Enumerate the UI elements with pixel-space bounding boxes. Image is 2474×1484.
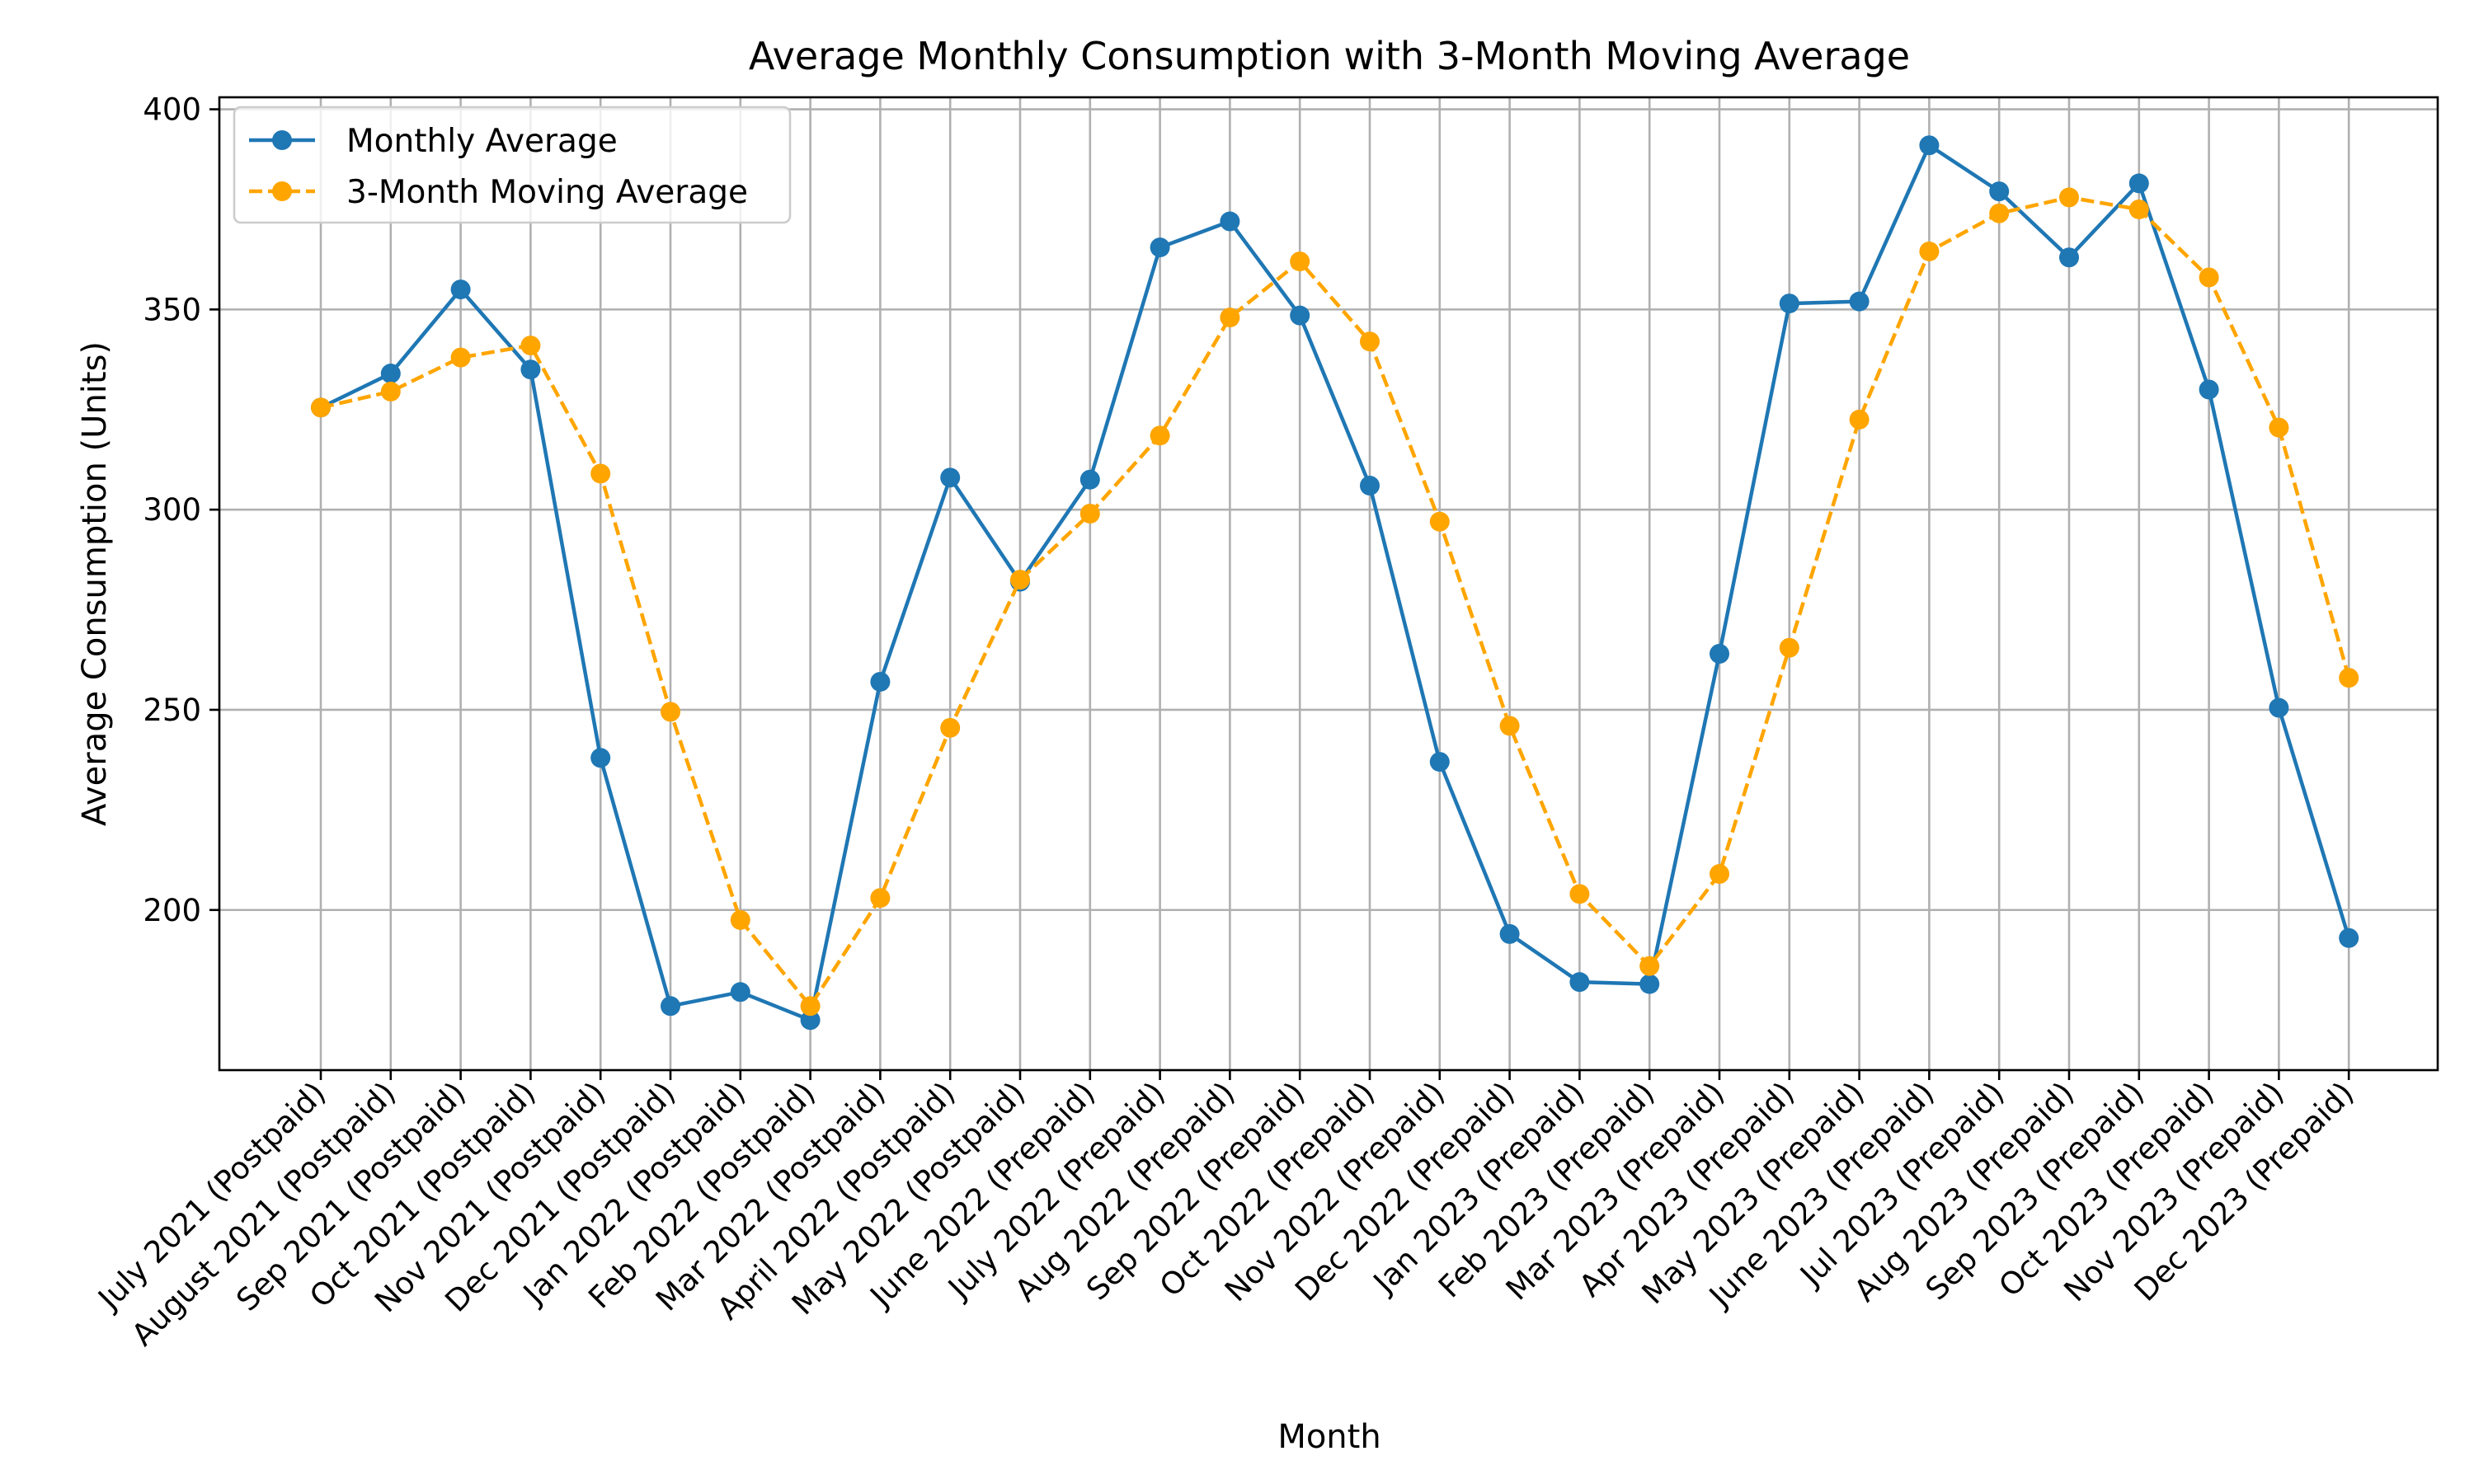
y-tick-label: 300: [143, 492, 201, 528]
x-tick-label: August 2021 (Postpaid): [125, 1075, 402, 1353]
data-point-monthly-average: [2339, 928, 2359, 948]
chart-title: Average Monthly Consumption with 3-Month…: [749, 34, 1910, 78]
series-line-monthly-average: [320, 143, 2351, 1022]
data-point-moving-average: [1429, 511, 1450, 532]
data-point-moving-average: [1499, 716, 1520, 736]
data-point-moving-average: [311, 397, 331, 418]
data-point-moving-average: [2059, 187, 2079, 208]
data-point-monthly-average: [661, 996, 680, 1017]
data-point-moving-average: [1360, 331, 1380, 352]
data-point-moving-average: [380, 381, 401, 402]
plot-frame: [218, 96, 2439, 1072]
data-point-moving-average: [1919, 241, 1940, 261]
data-point-monthly-average: [800, 1010, 821, 1031]
data-point-monthly-average: [1079, 469, 1100, 490]
data-point-moving-average: [1010, 570, 1030, 590]
data-point-moving-average: [1710, 864, 1729, 885]
y-axis-ticks: 200 250 300 350 400: [143, 92, 219, 928]
data-point-monthly-average: [590, 748, 611, 768]
data-point-monthly-average: [2059, 247, 2079, 268]
data-point-monthly-average: [1499, 923, 1520, 944]
data-point-moving-average: [1569, 884, 1590, 904]
data-point-moving-average: [520, 336, 541, 356]
data-point-monthly-average: [940, 467, 961, 488]
data-point-monthly-average: [2128, 173, 2149, 194]
data-point-monthly-average: [1150, 237, 1170, 258]
x-axis-label: Month: [1277, 1418, 1380, 1456]
data-point-monthly-average: [1989, 181, 2010, 202]
data-point-monthly-average: [1779, 294, 1799, 314]
legend: Monthly Average 3-Month Moving Average: [233, 106, 792, 224]
data-point-monthly-average: [1290, 305, 1310, 326]
y-tick-label: 250: [143, 693, 201, 728]
data-point-monthly-average: [2199, 379, 2219, 400]
data-point-monthly-average: [870, 671, 891, 692]
y-tick-label: 200: [143, 893, 201, 928]
data-point-monthly-average: [1639, 974, 1660, 994]
data-point-moving-average: [1220, 308, 1240, 328]
data-point-moving-average: [870, 888, 891, 909]
data-point-moving-average: [2128, 199, 2149, 219]
data-point-moving-average: [590, 463, 611, 484]
data-point-moving-average: [1989, 203, 2010, 223]
legend-swatch-monthly-marker: [272, 130, 292, 150]
data-point-monthly-average: [450, 279, 471, 300]
grid-lines: [219, 97, 2438, 1070]
data-point-moving-average: [450, 347, 471, 368]
data-point-monthly-average: [730, 982, 750, 1003]
y-tick-label: 400: [143, 92, 201, 128]
legend-swatch-moving-average-marker: [272, 181, 292, 201]
data-point-monthly-average: [1220, 211, 1240, 232]
data-point-monthly-average: [1429, 752, 1450, 773]
data-point-moving-average: [1779, 637, 1799, 658]
data-point-moving-average: [1639, 956, 1660, 976]
data-point-monthly-average: [1710, 643, 1729, 664]
data-point-moving-average: [730, 909, 750, 930]
data-point-moving-average: [2339, 668, 2359, 688]
y-tick-label: 350: [143, 292, 201, 327]
data-point-moving-average: [1290, 251, 1310, 272]
series-line-moving-average: [320, 195, 2351, 1008]
data-point-moving-average: [940, 717, 961, 738]
data-point-monthly-average: [380, 364, 401, 384]
data-point-moving-average: [2199, 267, 2219, 288]
y-axis-label: Average Consumption (Units): [76, 341, 114, 826]
data-point-moving-average: [1079, 504, 1100, 524]
data-point-monthly-average: [2269, 697, 2289, 718]
data-point-monthly-average: [1569, 972, 1590, 993]
legend-label-monthly-average: Monthly Average: [346, 123, 618, 160]
data-point-monthly-average: [520, 359, 541, 380]
data-point-monthly-average: [1919, 135, 1940, 156]
data-point-moving-average: [1150, 425, 1170, 446]
data-point-moving-average: [800, 996, 821, 1017]
x-axis-ticks: July 2021 (Postpaid)August 2021 (Postpai…: [91, 1070, 2361, 1353]
data-point-moving-average: [661, 702, 680, 722]
legend-box: [233, 106, 792, 224]
data-point-moving-average: [2269, 417, 2289, 438]
legend-label-3-month-moving-average: 3-Month Moving Average: [346, 174, 748, 211]
data-point-moving-average: [1849, 409, 1870, 430]
data-point-monthly-average: [1360, 476, 1380, 496]
series-layer: [311, 135, 2359, 1031]
data-point-monthly-average: [1849, 291, 1870, 312]
